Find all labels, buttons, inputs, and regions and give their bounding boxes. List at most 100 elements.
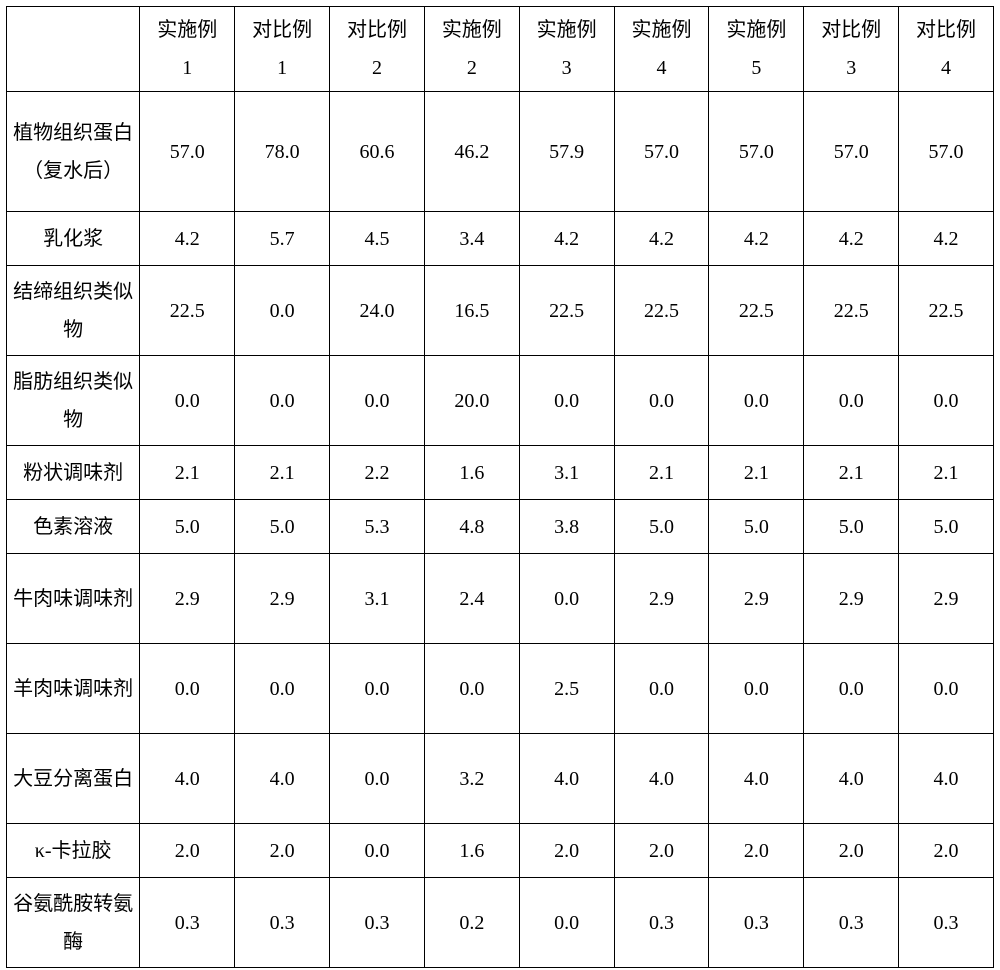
cell-value: 5.7 — [235, 212, 330, 266]
col-header-line2: 1 — [142, 49, 232, 87]
cell-value: 0.0 — [330, 824, 425, 878]
cell-value: 0.0 — [899, 644, 994, 734]
col-header-line2: 4 — [617, 49, 707, 87]
cell-value: 2.4 — [424, 554, 519, 644]
cell-value: 4.0 — [140, 734, 235, 824]
cell-value: 0.0 — [140, 356, 235, 446]
cell-value: 5.3 — [330, 500, 425, 554]
cell-value: 2.1 — [614, 446, 709, 500]
cell-value: 57.0 — [899, 92, 994, 212]
cell-value: 57.0 — [614, 92, 709, 212]
table-row: κ-卡拉胶2.02.00.01.62.02.02.02.02.0 — [7, 824, 994, 878]
table-row: 结缔组织类似物22.50.024.016.522.522.522.522.522… — [7, 266, 994, 356]
cell-value: 2.0 — [235, 824, 330, 878]
cell-value: 4.0 — [899, 734, 994, 824]
cell-value: 2.1 — [235, 446, 330, 500]
cell-value: 60.6 — [330, 92, 425, 212]
cell-value: 22.5 — [709, 266, 804, 356]
cell-value: 2.9 — [709, 554, 804, 644]
cell-value: 2.1 — [140, 446, 235, 500]
composition-table: 实施例 1 对比例 1 对比例 2 实施例 2 实施例 3 — [6, 6, 994, 968]
table-row: 羊肉味调味剂0.00.00.00.02.50.00.00.00.0 — [7, 644, 994, 734]
col-header: 实施例 1 — [140, 7, 235, 92]
cell-value: 22.5 — [519, 266, 614, 356]
cell-value: 2.0 — [804, 824, 899, 878]
cell-value: 3.1 — [330, 554, 425, 644]
col-header-line2: 3 — [806, 49, 896, 87]
cell-value: 0.0 — [614, 644, 709, 734]
cell-value: 5.0 — [140, 500, 235, 554]
cell-value: 0.0 — [899, 356, 994, 446]
col-header-line2: 4 — [901, 49, 991, 87]
cell-value: 2.5 — [519, 644, 614, 734]
col-header: 对比例 4 — [899, 7, 994, 92]
table-row: 植物组织蛋白（复水后）57.078.060.646.257.957.057.05… — [7, 92, 994, 212]
col-header-line1: 实施例 — [142, 11, 232, 49]
cell-value: 4.0 — [519, 734, 614, 824]
row-label: 植物组织蛋白（复水后） — [7, 92, 140, 212]
cell-value: 4.2 — [519, 212, 614, 266]
col-header: 实施例 2 — [424, 7, 519, 92]
cell-value: 2.1 — [899, 446, 994, 500]
table-body: 植物组织蛋白（复水后）57.078.060.646.257.957.057.05… — [7, 92, 994, 968]
cell-value: 4.2 — [899, 212, 994, 266]
header-row: 实施例 1 对比例 1 对比例 2 实施例 2 实施例 3 — [7, 7, 994, 92]
col-header-line2: 5 — [711, 49, 801, 87]
cell-value: 4.2 — [804, 212, 899, 266]
cell-value: 0.0 — [424, 644, 519, 734]
cell-value: 22.5 — [804, 266, 899, 356]
cell-value: 2.9 — [235, 554, 330, 644]
col-header-line2: 2 — [427, 49, 517, 87]
cell-value: 0.0 — [235, 356, 330, 446]
cell-value: 4.2 — [709, 212, 804, 266]
col-header-line2: 2 — [332, 49, 422, 87]
cell-value: 0.0 — [519, 878, 614, 968]
cell-value: 2.0 — [519, 824, 614, 878]
col-header-line1: 实施例 — [427, 11, 517, 49]
row-label: 粉状调味剂 — [7, 446, 140, 500]
row-label: 大豆分离蛋白 — [7, 734, 140, 824]
cell-value: 0.0 — [804, 644, 899, 734]
cell-value: 0.0 — [614, 356, 709, 446]
col-header-line2: 1 — [237, 49, 327, 87]
cell-value: 0.3 — [709, 878, 804, 968]
cell-value: 0.0 — [235, 644, 330, 734]
cell-value: 5.0 — [709, 500, 804, 554]
cell-value: 2.0 — [899, 824, 994, 878]
cell-value: 0.3 — [330, 878, 425, 968]
header-empty — [7, 7, 140, 92]
cell-value: 4.5 — [330, 212, 425, 266]
row-label: 牛肉味调味剂 — [7, 554, 140, 644]
cell-value: 2.0 — [140, 824, 235, 878]
cell-value: 0.3 — [804, 878, 899, 968]
cell-value: 4.0 — [709, 734, 804, 824]
cell-value: 0.3 — [140, 878, 235, 968]
data-table-container: 实施例 1 对比例 1 对比例 2 实施例 2 实施例 3 — [0, 0, 1000, 970]
cell-value: 0.0 — [519, 356, 614, 446]
cell-value: 2.9 — [140, 554, 235, 644]
cell-value: 4.2 — [614, 212, 709, 266]
col-header-line1: 对比例 — [332, 11, 422, 49]
cell-value: 2.1 — [709, 446, 804, 500]
cell-value: 0.0 — [330, 644, 425, 734]
col-header-line1: 对比例 — [237, 11, 327, 49]
cell-value: 20.0 — [424, 356, 519, 446]
cell-value: 0.0 — [140, 644, 235, 734]
cell-value: 3.4 — [424, 212, 519, 266]
col-header-line1: 实施例 — [711, 11, 801, 49]
cell-value: 46.2 — [424, 92, 519, 212]
cell-value: 4.2 — [140, 212, 235, 266]
col-header: 实施例 3 — [519, 7, 614, 92]
cell-value: 3.8 — [519, 500, 614, 554]
cell-value: 4.0 — [614, 734, 709, 824]
cell-value: 16.5 — [424, 266, 519, 356]
table-row: 色素溶液5.05.05.34.83.85.05.05.05.0 — [7, 500, 994, 554]
col-header-line2: 3 — [522, 49, 612, 87]
col-header: 对比例 1 — [235, 7, 330, 92]
table-row: 大豆分离蛋白4.04.00.03.24.04.04.04.04.0 — [7, 734, 994, 824]
row-label: 羊肉味调味剂 — [7, 644, 140, 734]
row-label: 色素溶液 — [7, 500, 140, 554]
col-header: 实施例 5 — [709, 7, 804, 92]
table-row: 谷氨酰胺转氨酶0.30.30.30.20.00.30.30.30.3 — [7, 878, 994, 968]
table-head: 实施例 1 对比例 1 对比例 2 实施例 2 实施例 3 — [7, 7, 994, 92]
